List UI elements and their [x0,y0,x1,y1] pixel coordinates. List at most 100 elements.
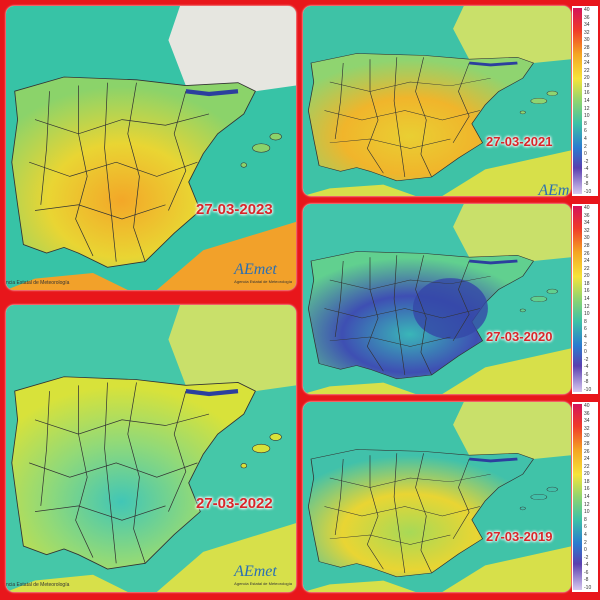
scale-label: 18 [584,280,590,287]
province-border [29,462,198,478]
map [6,6,296,290]
province-border [452,260,470,341]
logo: AEmet Agencia Estatal de Meteorología [234,261,292,284]
scale-label: 16 [584,288,590,295]
africa [303,348,571,394]
province-border [415,453,432,574]
map [303,402,571,592]
scale-label: -6 [584,371,589,378]
province-border [127,382,146,564]
province-border [75,85,94,257]
province-border [393,255,406,376]
france [453,402,571,459]
scale-label: 32 [584,425,590,432]
scale-label: 14 [584,98,590,104]
credit: ncia Estatal de Meteorología [6,582,70,588]
scale-label: 36 [584,410,590,417]
africa [6,523,296,592]
scale-label: 18 [584,82,590,89]
province-border [329,138,451,149]
province-border [393,57,406,178]
province-border [366,455,384,570]
pyrenees [468,61,518,67]
scale-label: 4 [584,531,587,538]
scale-label: -4 [584,166,589,173]
map [6,305,296,592]
scale-label: 2 [584,341,587,348]
scale-label: 24 [584,258,590,265]
scale-label: 28 [584,242,590,249]
island [546,486,558,492]
province-border [366,257,384,372]
scale-label: -6 [584,173,589,180]
scale-label: 40 [584,205,590,211]
scale-label: 0 [584,349,587,356]
province-border [34,413,210,435]
iberia [11,76,256,268]
province-border [324,506,480,517]
scale-label: 26 [584,250,590,257]
scale-label: 2 [584,539,587,546]
province-border [415,255,432,376]
scale-label: -10 [584,585,592,591]
scale-label: 6 [584,524,587,531]
pyrenees [185,388,239,397]
scale-label: 28 [584,440,590,447]
iberia [307,53,535,182]
scale-label: 28 [584,44,590,51]
scale-label: 6 [584,128,587,135]
island [252,443,271,454]
scale-label: 4 [584,135,587,142]
scale-label: 12 [584,303,590,310]
date-label: 27-03-2020 [486,329,553,344]
scale-label: 22 [584,463,590,470]
scale-label: 12 [584,105,590,112]
province-border [329,534,451,545]
province-border [452,62,470,143]
province-border [40,91,50,205]
province-border [415,57,432,178]
scale-label: -8 [584,379,589,386]
scale-label: 6 [584,326,587,333]
province-border [324,308,480,319]
province-border [329,336,451,347]
map-panel: 27-03-2022 ncia Estatal de Meteorología AE… [6,305,296,592]
scale-label: 20 [584,273,590,280]
scale-bar [573,8,582,194]
scale-label: 8 [584,120,587,127]
island [240,162,247,168]
island [269,132,282,141]
scale-label: 0 [584,547,587,554]
island [546,288,558,294]
scale-label: 30 [584,433,590,440]
scale-label: 22 [584,67,590,74]
credit: ncia Estatal de Meteorología [6,280,70,286]
scale-label: -2 [584,158,589,165]
scale-label: -4 [584,562,589,569]
scale-bar [573,206,582,392]
map-panel: 27-03-2021 AEmet [303,6,571,196]
province-border [366,59,384,174]
scale-label: 20 [584,75,590,82]
scale-label: 4 [584,333,587,340]
scale-label: 30 [584,37,590,44]
province-border [127,82,146,262]
island [269,433,282,441]
scale-label: 14 [584,494,590,500]
province-border [168,391,187,512]
scale-label: -10 [584,189,592,195]
province-border [104,82,117,262]
date-label: 27-03-2021 [486,134,553,149]
island [240,463,247,469]
pyrenees [468,259,518,265]
scale-label: 32 [584,227,590,234]
logo-subtitle: Agencia Estatal de Meteorología [234,581,292,586]
scale-label: 34 [584,22,590,29]
island [252,143,271,153]
africa [6,221,296,290]
province-border [168,91,187,211]
date-label: 27-03-2019 [486,529,553,544]
scale-label: 12 [584,501,590,508]
pyrenees [185,89,239,97]
logo-subtitle: Agencia Estatal de Meteorología [234,279,292,284]
